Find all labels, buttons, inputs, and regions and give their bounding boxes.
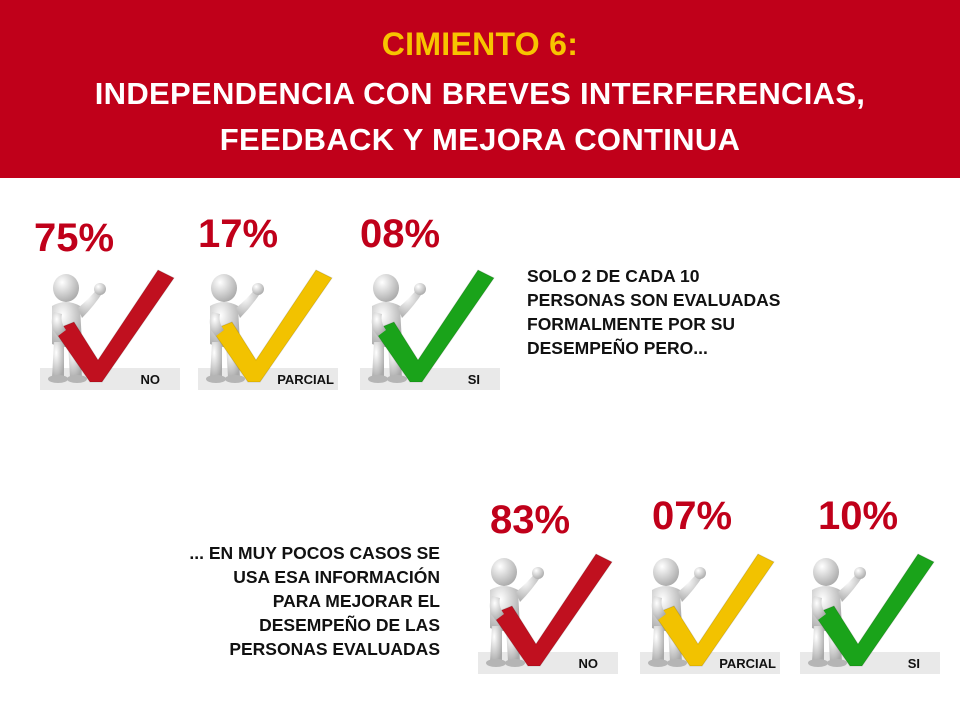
figure-arm xyxy=(371,312,386,336)
top-note-line: PERSONAS SON EVALUADAS xyxy=(527,290,781,310)
bottom-no-percent: 83% xyxy=(490,498,571,542)
bottom-parcial-label: PARCIAL xyxy=(719,656,776,671)
bottom-note-line: PARA MEJORAR EL xyxy=(272,591,440,611)
top-note-line: FORMALMENTE POR SU xyxy=(527,314,736,334)
top-note: SOLO 2 DE CADA 10 PERSONAS SON EVALUADAS… xyxy=(527,264,947,360)
top-no-label: NO xyxy=(141,372,161,387)
checkmark-icon xyxy=(813,553,935,667)
page-title: CIMIENTO 6: xyxy=(381,26,579,62)
top-parcial-label: PARCIAL xyxy=(277,372,334,387)
bottom-si-illustration: SI xyxy=(800,553,940,674)
figure-arm xyxy=(51,312,66,336)
checkmark-icon xyxy=(53,269,175,383)
checkmark-icon xyxy=(653,553,775,667)
bottom-note-line: DESEMPEÑO DE LAS xyxy=(259,615,440,635)
checkmark-icon xyxy=(373,269,495,383)
top-note-line: SOLO 2 DE CADA 10 xyxy=(527,266,700,286)
figure-arm xyxy=(209,312,224,336)
bottom-note: ... EN MUY POCOS CASOS SE USA ESA INFORM… xyxy=(40,541,440,661)
bottom-parcial-card: PARCIAL xyxy=(640,548,780,674)
checkmark-icon xyxy=(491,553,613,667)
figure-arm xyxy=(811,596,826,620)
bottom-parcial-percent: 07% xyxy=(652,494,733,538)
top-si-illustration: SI xyxy=(360,269,500,390)
bottom-note-line: USA ESA INFORMACIÓN xyxy=(233,567,440,587)
top-no-card: NO xyxy=(40,264,180,390)
top-parcial-percent: 17% xyxy=(198,212,279,256)
subtitle-line-1: INDEPENDENCIA CON BREVES INTERFERENCIAS, xyxy=(94,76,866,111)
checkmark-icon xyxy=(211,269,333,383)
bottom-si-card: SI xyxy=(800,548,940,674)
bottom-si-label: SI xyxy=(908,656,920,671)
figure-arm xyxy=(651,596,666,620)
bottom-no-illustration: NO xyxy=(478,553,618,674)
bottom-no-label: NO xyxy=(579,656,599,671)
subtitle-line-2: FEEDBACK Y MEJORA CONTINUA xyxy=(219,122,741,157)
bottom-note-line: PERSONAS EVALUADAS xyxy=(229,639,440,659)
top-si-card: SI xyxy=(360,264,500,390)
header-banner: CIMIENTO 6: INDEPENDENCIA CON BREVES INT… xyxy=(0,0,960,178)
bottom-no-card: NO xyxy=(478,548,618,674)
top-si-label: SI xyxy=(468,372,480,387)
figure-arm xyxy=(489,596,504,620)
bottom-parcial-illustration: PARCIAL xyxy=(640,553,780,674)
bottom-note-line: ... EN MUY POCOS CASOS SE xyxy=(189,543,440,563)
top-si-percent: 08% xyxy=(360,212,441,256)
top-parcial-card: PARCIAL xyxy=(198,264,338,390)
bottom-si-percent: 10% xyxy=(818,494,899,538)
top-parcial-illustration: PARCIAL xyxy=(198,269,338,390)
top-no-percent: 75% xyxy=(34,216,115,260)
top-note-line: DESEMPEÑO PERO... xyxy=(527,338,708,358)
top-no-illustration: NO xyxy=(40,269,180,390)
